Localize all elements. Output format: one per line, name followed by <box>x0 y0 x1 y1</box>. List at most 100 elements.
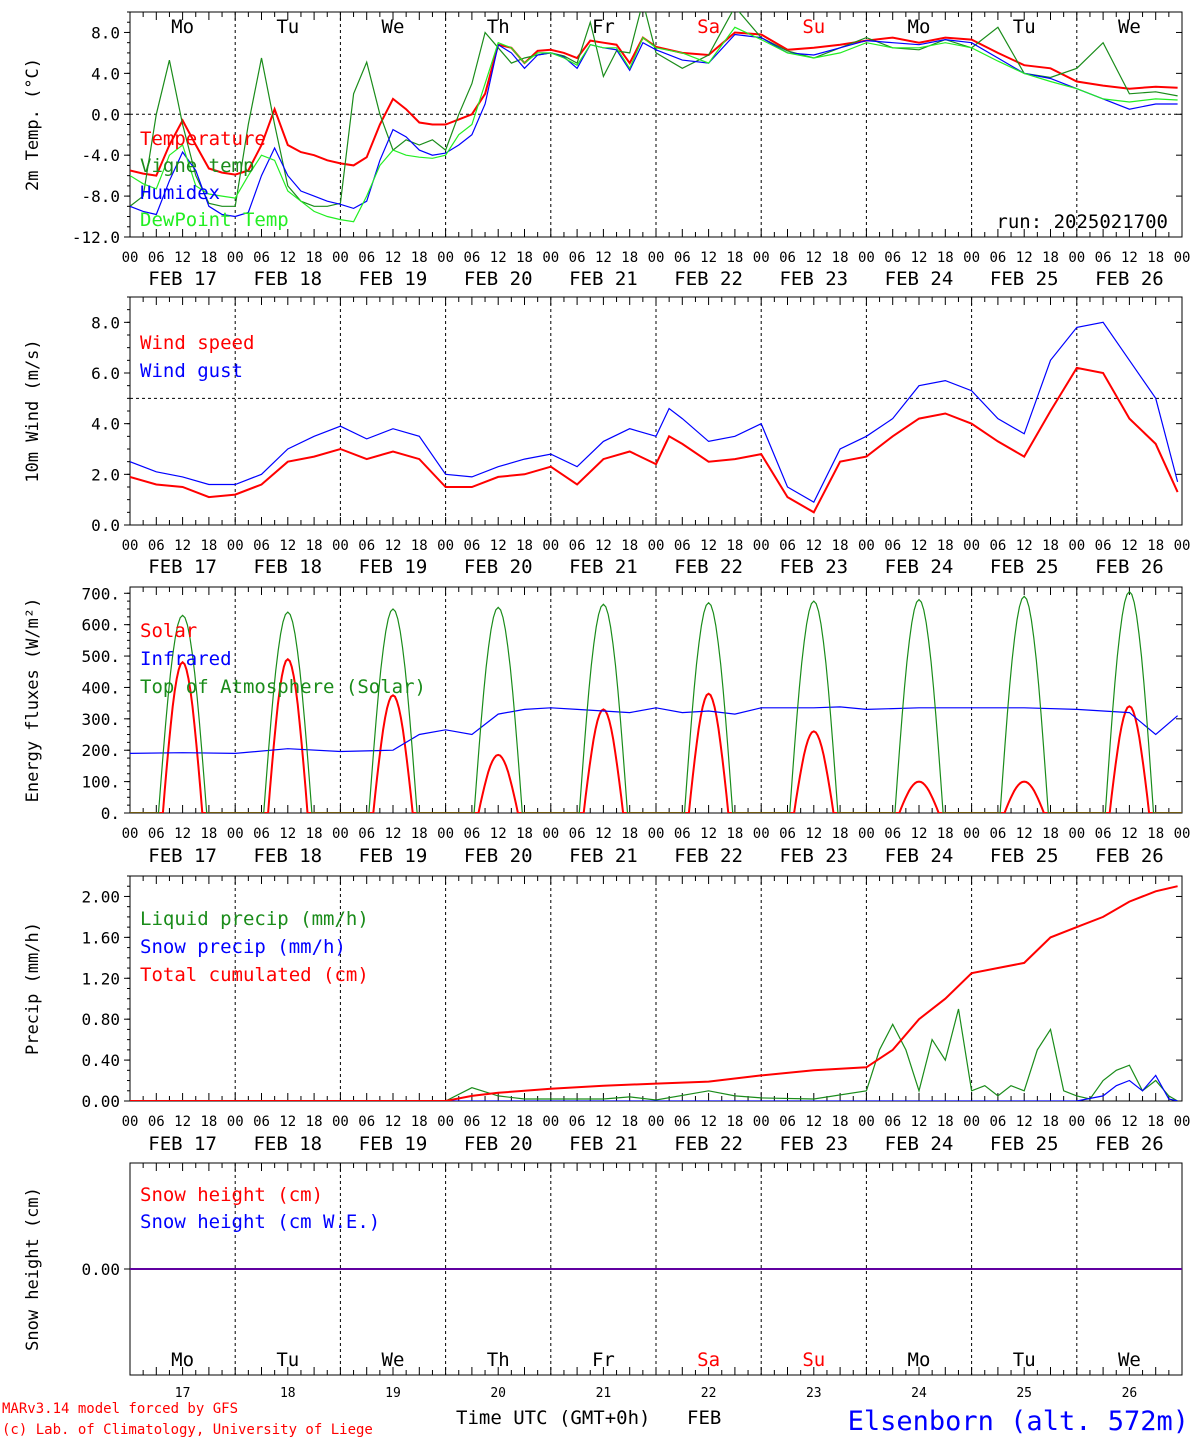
series-line-top-of-atmosphere-solar- <box>130 590 1182 813</box>
hour-label: 00 <box>332 826 349 842</box>
hour-label: 18 <box>306 826 323 842</box>
hour-label: 18 <box>1147 1114 1164 1130</box>
day-name: Fr <box>592 16 615 38</box>
hour-label: 00 <box>542 250 559 266</box>
panel-3: 0. 100. 200. 300. 400. 500. 600. 700. Energy flu… <box>23 584 1190 867</box>
lab-credit: (c) Lab. of Climatology, University of L… <box>2 1422 373 1438</box>
hour-label: 06 <box>884 250 901 266</box>
hour-label: 06 <box>463 1114 480 1130</box>
date-label: FEB 18 <box>253 556 322 578</box>
hour-label: 12 <box>279 826 296 842</box>
legend-entry: Solar <box>140 620 197 642</box>
day-number: 22 <box>701 1386 717 1401</box>
hour-label: 06 <box>463 826 480 842</box>
y-tick-label: 2.0 <box>91 465 120 484</box>
hour-label: 12 <box>805 538 822 554</box>
date-label: FEB 18 <box>253 1133 322 1155</box>
day-number: 19 <box>385 1386 401 1401</box>
y-tick-label: -12.0 <box>72 228 120 247</box>
hour-label: 12 <box>174 538 191 554</box>
hour-label: 12 <box>1121 826 1138 842</box>
date-label: FEB 22 <box>674 845 743 867</box>
day-number: 21 <box>596 1386 612 1401</box>
hour-label: 18 <box>411 826 428 842</box>
hour-label: 06 <box>569 826 586 842</box>
hour-label: 12 <box>279 1114 296 1130</box>
hour-label: 00 <box>963 826 980 842</box>
series-line-dewpoint-temp <box>130 26 1178 223</box>
hour-label: 06 <box>884 1114 901 1130</box>
hour-label: 12 <box>1121 250 1138 266</box>
hour-label: 00 <box>437 538 454 554</box>
hour-label: 00 <box>753 1114 770 1130</box>
date-label: FEB 22 <box>674 556 743 578</box>
hour-label: 18 <box>726 826 743 842</box>
hour-label: 12 <box>911 1114 928 1130</box>
hour-label: 00 <box>1068 538 1085 554</box>
hour-label: 00 <box>437 1114 454 1130</box>
hour-label: 00 <box>227 1114 244 1130</box>
y-tick-label: 0.80 <box>81 1010 120 1029</box>
date-label: FEB 21 <box>569 268 638 290</box>
hour-label: 18 <box>516 1114 533 1130</box>
hour-label: 06 <box>1095 250 1112 266</box>
hour-label: 12 <box>279 250 296 266</box>
date-label: FEB 18 <box>253 845 322 867</box>
station-label: Elsenborn (alt. 572m) <box>848 1406 1189 1437</box>
hour-label: 18 <box>621 826 638 842</box>
hour-label: 00 <box>1068 1114 1085 1130</box>
y-tick-label: 8.0 <box>91 313 120 332</box>
hour-label: 18 <box>1147 250 1164 266</box>
date-label: FEB 17 <box>148 556 217 578</box>
hour-label: 06 <box>253 1114 270 1130</box>
hour-label: 06 <box>358 538 375 554</box>
y-tick-label: 1.60 <box>81 928 120 947</box>
day-name: Tu <box>276 16 299 38</box>
y-tick-label: 6.0 <box>91 364 120 383</box>
hour-label: 12 <box>174 1114 191 1130</box>
hour-label: 06 <box>779 826 796 842</box>
hour-label: 12 <box>700 1114 717 1130</box>
hour-label: 18 <box>621 538 638 554</box>
date-label: FEB 20 <box>464 1133 533 1155</box>
day-name: We <box>382 1349 405 1371</box>
series-line-liquid-precip-mm-h- <box>130 1008 1178 1101</box>
hour-label: 12 <box>385 826 402 842</box>
hour-label: 00 <box>858 538 875 554</box>
hour-label: 18 <box>200 826 217 842</box>
hour-label: 12 <box>595 1114 612 1130</box>
hour-label: 06 <box>674 826 691 842</box>
hour-label: 00 <box>542 1114 559 1130</box>
y-tick-label: 2.00 <box>81 887 120 906</box>
hour-label: 06 <box>674 538 691 554</box>
legend-entry: Infrared <box>140 648 232 670</box>
y-tick-label: 500. <box>81 647 120 666</box>
series-line-vigne-temp <box>130 12 1178 207</box>
hour-label: 00 <box>332 250 349 266</box>
panel-4: 0.00 0.40 0.80 1.20 1.60 2.00 Precip (mm/h) Liq… <box>23 875 1190 1155</box>
date-label: FEB 25 <box>990 845 1059 867</box>
y-tick-label: 0.00 <box>81 1260 120 1279</box>
hour-label: 00 <box>858 1114 875 1130</box>
hour-label: 06 <box>989 826 1006 842</box>
date-label: FEB 24 <box>885 845 954 867</box>
day-name: Fr <box>592 1349 615 1371</box>
legend-entry: Snow height (cm) <box>140 1184 323 1206</box>
panel-5: 0.00 Snow height (cm) Snow height (cm) Snow… <box>23 1162 1183 1401</box>
hour-label: 06 <box>779 538 796 554</box>
hour-label: 06 <box>1095 1114 1112 1130</box>
hour-label: 12 <box>385 538 402 554</box>
hour-label: 18 <box>411 250 428 266</box>
day-name: Mo <box>171 1349 194 1371</box>
date-label: FEB 22 <box>674 1133 743 1155</box>
hour-label: 06 <box>779 1114 796 1130</box>
hour-label: 18 <box>621 1114 638 1130</box>
hour-label: 18 <box>1042 826 1059 842</box>
hour-label: 00 <box>437 250 454 266</box>
hour-label: 06 <box>989 1114 1006 1130</box>
y-tick-label: 4.0 <box>91 64 120 83</box>
hour-label: 00 <box>332 538 349 554</box>
series-line-humidex <box>130 33 1178 218</box>
hour-label: 18 <box>937 250 954 266</box>
hour-label: 18 <box>726 1114 743 1130</box>
